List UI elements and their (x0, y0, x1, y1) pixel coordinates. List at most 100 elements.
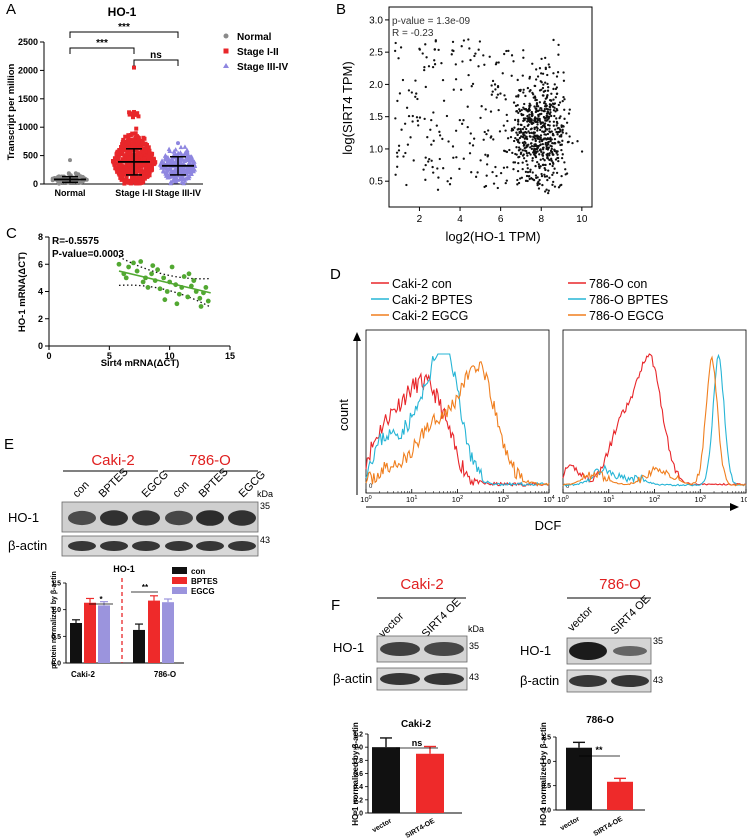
b-point (411, 114, 414, 118)
b-point (540, 150, 543, 153)
b-point (526, 124, 529, 127)
f-ytick-label: 1.5 (541, 735, 551, 742)
b-point (501, 72, 504, 75)
d-curve-caki2-egcg (365, 360, 550, 487)
b-point (555, 124, 558, 127)
b-point (546, 111, 550, 114)
b-point (544, 127, 547, 131)
point-stage12 (127, 180, 132, 185)
point-stage34 (182, 144, 188, 149)
point-stage34 (168, 169, 174, 175)
b-point (446, 180, 449, 183)
b-point (466, 105, 469, 108)
b-point (529, 153, 532, 156)
b-point (470, 171, 473, 174)
d-curve-caki2-con (365, 371, 550, 487)
b-point (407, 114, 411, 118)
point-normal (78, 180, 83, 185)
b-point (563, 98, 566, 101)
caki2-zero-label: 0 (369, 484, 373, 490)
b-point (539, 134, 543, 137)
b-point (561, 99, 564, 103)
c-point (174, 301, 180, 307)
panel-c-r: R=-0.5575 (52, 236, 99, 247)
panel-b: B p-value = 1.3e-09 R = -0.23 log(SIRT4 … (336, 1, 593, 244)
b-point (543, 117, 546, 120)
b-point (394, 173, 397, 176)
b-point (424, 156, 427, 159)
b-point (552, 38, 555, 42)
b-point (492, 182, 496, 185)
legend-stage34-label: Stage III-IV (237, 62, 288, 73)
e-ytick-label: 0.0 (51, 661, 61, 668)
b-point (549, 149, 553, 152)
b-point (556, 71, 560, 74)
b-point (538, 101, 542, 104)
b-point (556, 131, 559, 134)
b-point (458, 167, 461, 171)
b-point (551, 173, 554, 177)
c-ytick-label: 6 (38, 259, 43, 269)
b-point (532, 151, 535, 154)
panel-d-ticks: 100101102103104100101102103104 (360, 489, 747, 504)
b-point (421, 52, 424, 55)
panel-f-letter: F (331, 597, 340, 614)
point-stage12 (141, 150, 146, 155)
e-bar-bptes (148, 600, 160, 663)
b-point (552, 98, 555, 101)
b-point (452, 156, 455, 159)
b-point (556, 109, 559, 112)
b-point (544, 56, 547, 60)
b-point (405, 106, 409, 109)
legend-caki2-con: Caki-2 con (392, 277, 452, 291)
point-stage12 (138, 143, 143, 148)
b-point (536, 150, 539, 153)
e-xlabel-786o: 786-O (154, 670, 176, 679)
point-stage34 (185, 157, 190, 162)
e-chart-ylabel: protein normalized by β-actin (51, 571, 58, 669)
point-stage12 (146, 145, 151, 150)
b-point (471, 144, 475, 147)
legend-786o-egcg: 786-O EGCG (589, 309, 664, 323)
b-point (438, 157, 441, 161)
point-stage12 (112, 159, 117, 164)
b-point (549, 111, 552, 114)
point-stage12 (140, 141, 145, 146)
b-point (526, 110, 529, 113)
b-point (471, 82, 475, 86)
e-band-actin (165, 541, 193, 551)
b-point (523, 149, 527, 152)
point-stage12 (142, 175, 147, 180)
b-point (396, 99, 399, 103)
c-ci-lower (118, 284, 211, 308)
b-point (555, 117, 558, 120)
f-bar-sirt4-oe (416, 753, 444, 813)
b-point (411, 120, 414, 123)
b-point (470, 85, 473, 88)
f-mw-actin-1: 43 (469, 672, 479, 682)
b-point (514, 137, 517, 140)
e-band-actin (228, 541, 256, 551)
b-point (462, 119, 465, 122)
b-point (447, 140, 450, 143)
b-point (516, 178, 519, 182)
b-point (542, 151, 545, 154)
b-point (431, 165, 434, 169)
point-stage12 (128, 111, 133, 116)
b-point (522, 153, 525, 156)
point-stage12 (136, 136, 141, 141)
b-point (548, 112, 551, 116)
panel-b-xlabel: log2(HO-1 TPM) (445, 229, 540, 244)
point-stage12 (112, 162, 117, 167)
b-point (519, 128, 522, 131)
f-ytick-label: 0.2 (353, 797, 363, 804)
b-point (521, 167, 524, 171)
b-xtick-label: 6 (498, 214, 504, 225)
b-point (537, 187, 541, 190)
point-stage12 (124, 175, 129, 180)
a-xtick-label: Stage I-II (115, 188, 153, 198)
b-point (522, 144, 525, 147)
b-point (427, 65, 431, 68)
b-point (534, 110, 537, 114)
b-point (415, 92, 418, 95)
